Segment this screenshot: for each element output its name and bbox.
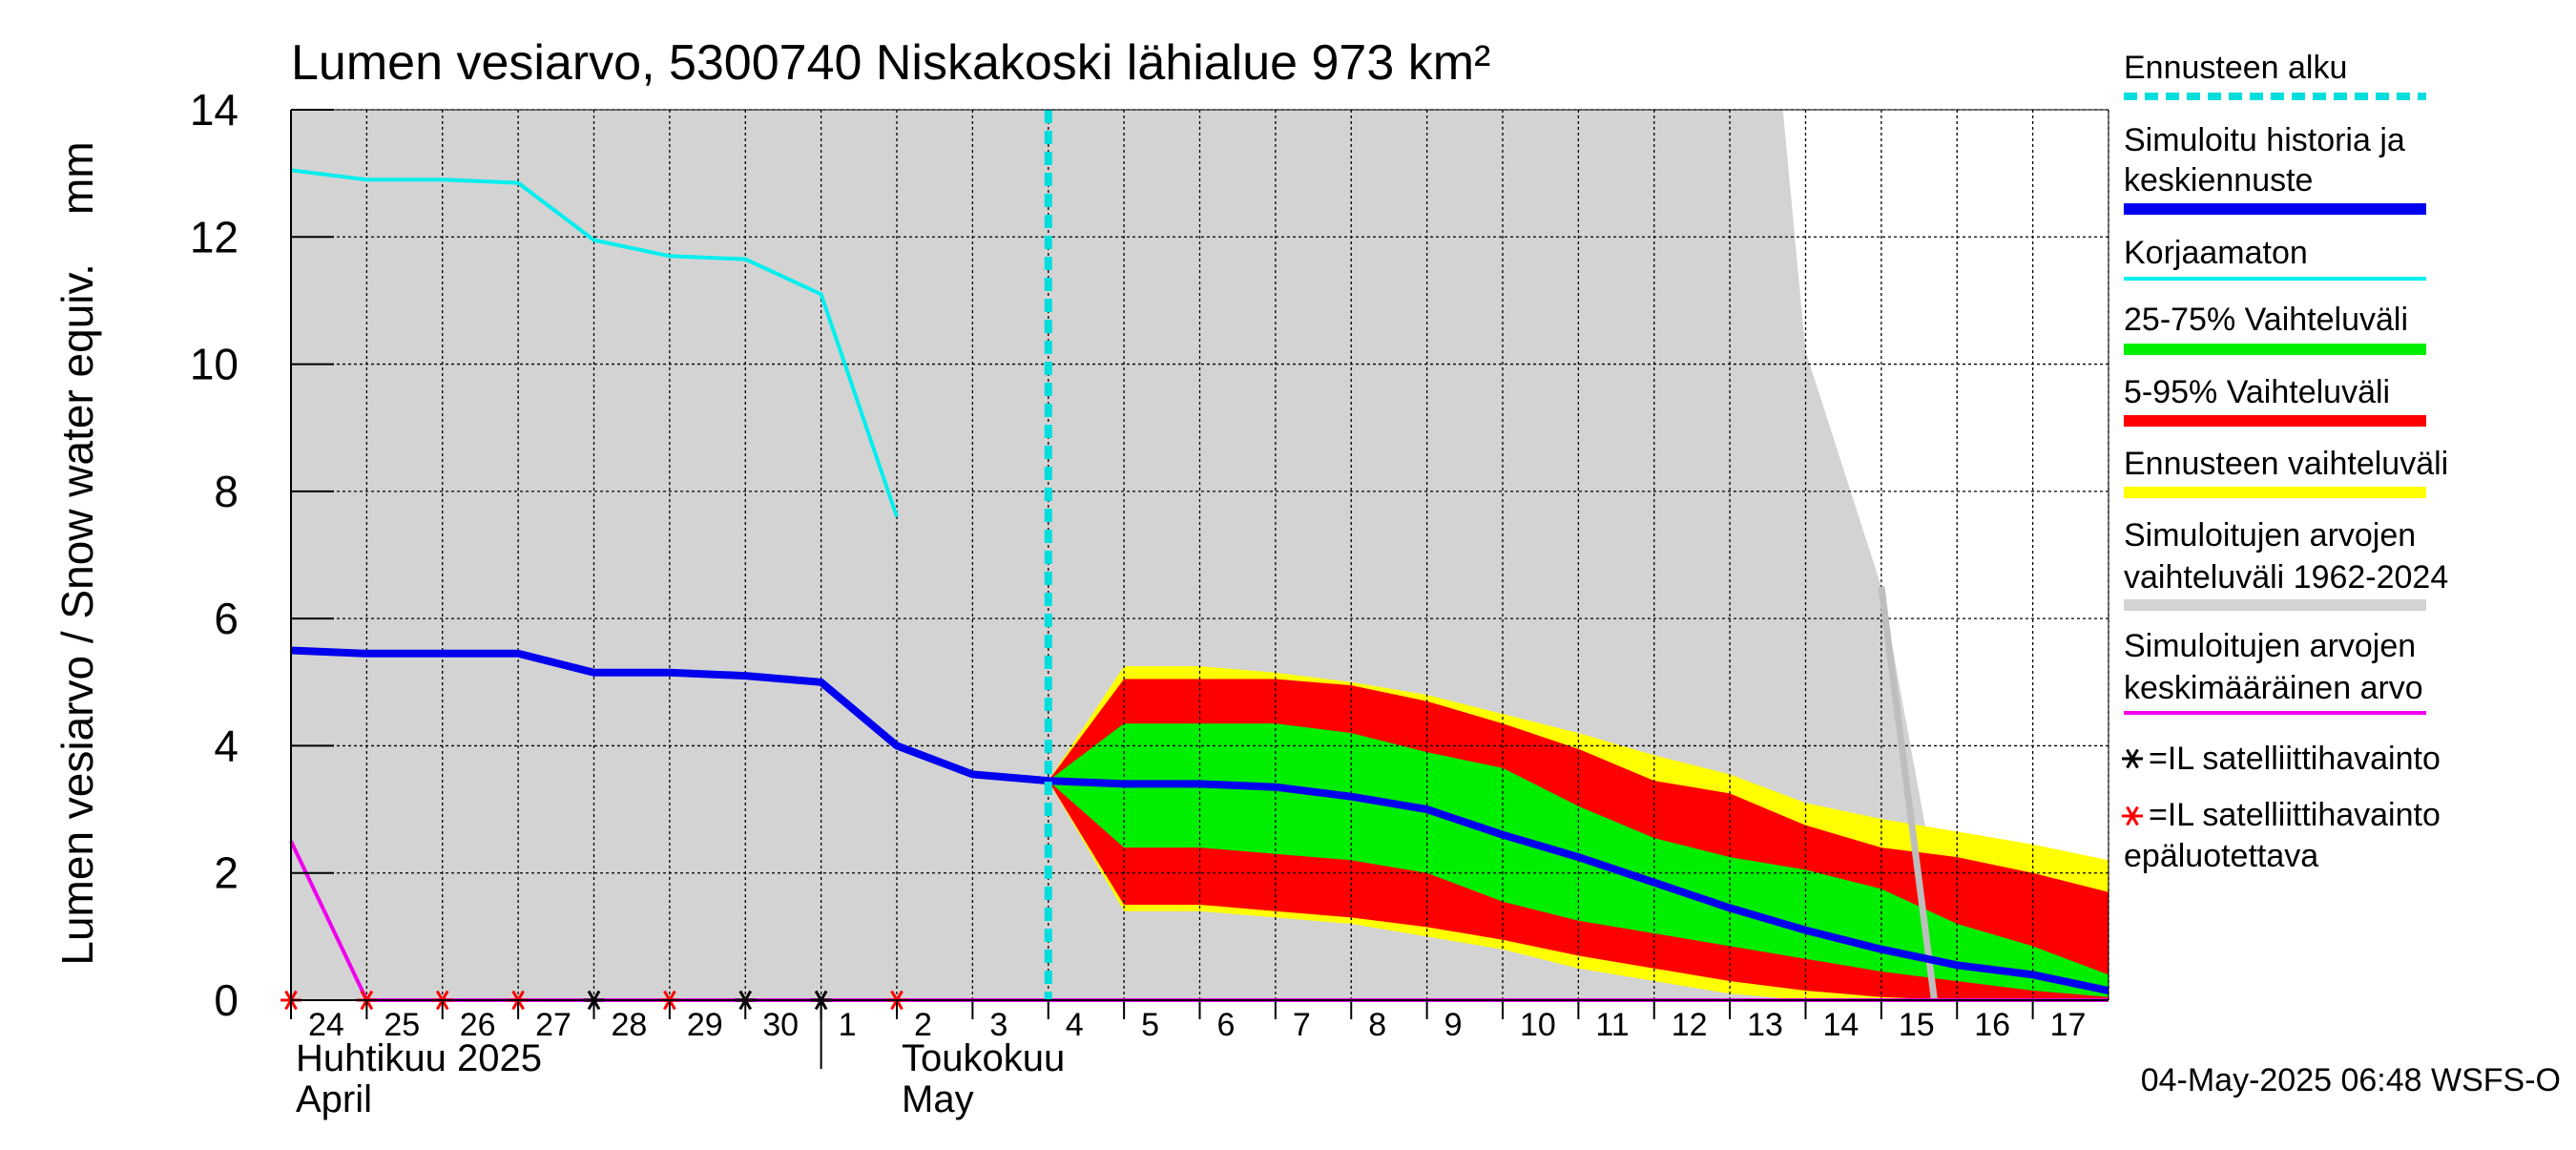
x-tick-label: 8	[1368, 1007, 1386, 1043]
month-label: Huhtikuu 2025	[296, 1037, 542, 1079]
x-tick-label: 15	[1899, 1007, 1935, 1043]
x-tick-label: 26	[460, 1007, 496, 1043]
legend-label: epäluotettava	[2124, 838, 2318, 874]
x-tick-label: 3	[989, 1007, 1008, 1043]
y-tick-label: 6	[214, 594, 239, 643]
y-tick-label: 14	[190, 85, 239, 135]
x-tick-label: 9	[1444, 1007, 1463, 1043]
y-tick-label: 0	[214, 975, 239, 1025]
marker-stroke	[2126, 805, 2139, 826]
legend-marker	[2122, 805, 2143, 826]
x-tick-label: 24	[308, 1007, 344, 1043]
legend-label: Ennusteen vaihteluväli	[2124, 446, 2448, 482]
legend-label: keskimääräinen arvo	[2124, 670, 2423, 706]
x-tick-label: 10	[1520, 1007, 1556, 1043]
x-tick-label: 4	[1066, 1007, 1084, 1043]
legend-label: keskiennuste	[2124, 162, 2313, 199]
mean-forecast-line	[290, 646, 2109, 994]
x-tick-label: 13	[1747, 1007, 1783, 1043]
y-tick-label: 8	[214, 467, 239, 516]
legend-label: =IL satelliittihavainto	[2149, 797, 2441, 833]
legend-marker	[2122, 748, 2143, 769]
legend-label: Simuloitujen arvojen	[2124, 517, 2416, 554]
x-tick-label: 25	[384, 1007, 420, 1043]
legend-label: Simuloitujen arvojen	[2124, 628, 2416, 664]
marker-stroke	[2126, 748, 2139, 769]
y-tick-label: 2	[214, 848, 239, 898]
x-tick-label: 12	[1672, 1007, 1708, 1043]
x-tick-label: 16	[1974, 1007, 2010, 1043]
y-tick-label: 4	[214, 721, 239, 770]
x-tick-label: 28	[612, 1007, 648, 1043]
legend-label: Simuloitu historia ja	[2124, 122, 2405, 158]
month-label: Toukokuu	[902, 1037, 1065, 1079]
x-tick-label: 6	[1217, 1007, 1236, 1043]
legend-label: =IL satelliittihavainto	[2149, 741, 2441, 777]
x-tick-label: 14	[1823, 1007, 1859, 1043]
timestamp: 04-May-2025 06:48 WSFS-O	[2141, 1062, 2561, 1098]
x-tick-label: 2	[914, 1007, 932, 1043]
legend-label: Korjaamaton	[2124, 235, 2308, 271]
legend-label: 25-75% Vaihteluväli	[2124, 302, 2408, 338]
legend-label: Ennusteen alku	[2124, 50, 2347, 86]
legend: Ennusteen alku Simuloitu historia ja keski…	[2122, 50, 2448, 874]
legend-label: 5-95% Vaihteluväli	[2124, 374, 2390, 410]
uncorrected-line	[290, 168, 899, 518]
x-tick-label: 30	[762, 1007, 799, 1043]
x-tick-label: 7	[1293, 1007, 1311, 1043]
x-tick-label: 29	[687, 1007, 723, 1043]
y-axis-label: Lumen vesiarvo / Snow water equiv. mm	[52, 141, 102, 965]
x-tick-label: 27	[535, 1007, 571, 1043]
x-tick-label: 17	[2050, 1007, 2087, 1043]
y-tick-label: 12	[190, 212, 239, 261]
chart-title: Lumen vesiarvo, 5300740 Niskakoski lähia…	[291, 35, 1490, 91]
historical-max-edge-line	[1878, 586, 1938, 1001]
month-label: April	[296, 1078, 372, 1120]
legend-label: vaihteluväli 1962-2024	[2124, 559, 2448, 596]
y-tick-label: 10	[190, 340, 239, 389]
x-tick-label: 5	[1141, 1007, 1159, 1043]
x-tick-label: 11	[1595, 1007, 1629, 1043]
x-tick-label: 1	[839, 1007, 857, 1043]
month-label: May	[902, 1078, 974, 1120]
